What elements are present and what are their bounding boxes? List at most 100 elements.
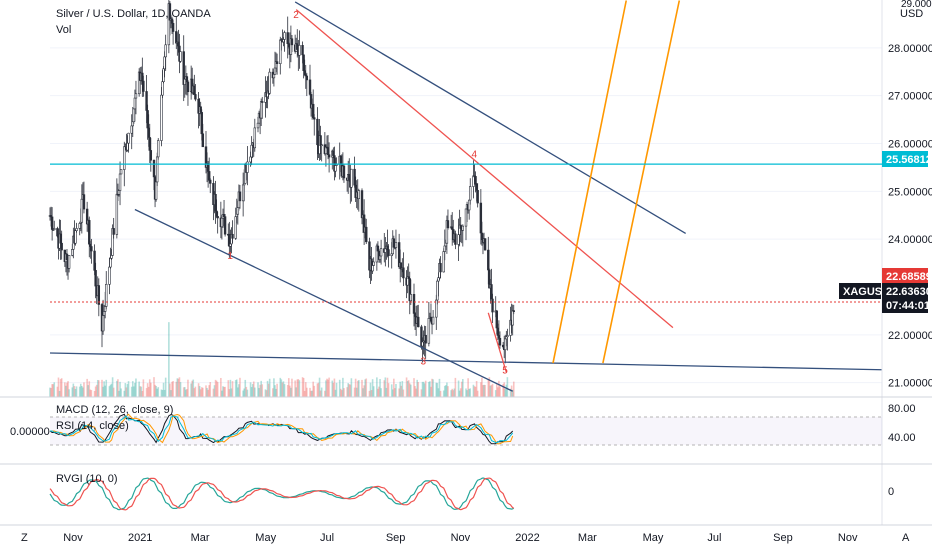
volume-bar <box>343 388 345 397</box>
volume-bar <box>505 384 508 397</box>
macd-label[interactable]: MACD (12, 26, close, 9) <box>56 404 173 416</box>
rvgi-label[interactable]: RVGI (10, 0) <box>56 473 118 485</box>
rsi-label[interactable]: RSI (14, close) <box>56 420 129 432</box>
auto-scale-button[interactable]: A <box>902 532 910 544</box>
candle-body <box>275 61 279 64</box>
volume-bar <box>454 377 457 397</box>
volume-bar <box>407 380 410 397</box>
candle-body <box>498 337 502 346</box>
candle-body <box>160 94 163 141</box>
candle-body <box>101 315 105 332</box>
candle-body <box>365 226 368 243</box>
rvgi-axis-tick: 0 <box>888 486 894 498</box>
candle-body <box>53 228 56 231</box>
candle-body <box>313 117 316 120</box>
volume-bar <box>502 384 504 397</box>
candle-body <box>273 67 277 75</box>
volume-bar <box>60 378 63 397</box>
candle-body <box>131 121 134 127</box>
candle-body <box>444 242 448 247</box>
volume-bar <box>313 385 316 397</box>
volume-bar <box>249 382 252 397</box>
symbol-tag-bg <box>839 283 881 299</box>
volume-bar <box>199 389 202 397</box>
volume-bar <box>264 389 267 397</box>
volume-bar <box>415 388 417 397</box>
volume-bar <box>317 382 320 397</box>
candle-body <box>162 68 165 82</box>
volume-bar <box>304 382 307 397</box>
volume-bar <box>499 386 501 397</box>
candle-body <box>194 94 197 100</box>
symbol-tag: XAGUSD <box>843 286 890 298</box>
volume-bar <box>483 384 485 397</box>
volume-bar <box>273 378 275 397</box>
candle-body <box>161 81 164 96</box>
volume-bar <box>135 378 137 397</box>
volume-bar <box>238 384 240 397</box>
price-axis-tick: 21.00000 <box>888 378 932 390</box>
candle-body <box>60 242 63 251</box>
candle-body <box>302 54 305 71</box>
candle-body <box>238 191 242 202</box>
volume-bar <box>319 390 322 397</box>
volume-bar <box>93 390 96 397</box>
volume-bar <box>227 380 230 397</box>
volume-bar <box>311 390 313 397</box>
drawing-lines[interactable] <box>49 0 883 392</box>
candle-body <box>487 249 490 271</box>
candle-body <box>320 144 323 147</box>
candle-body <box>259 101 263 119</box>
candle-body <box>235 213 238 217</box>
candle-body <box>74 230 77 244</box>
volume-bar <box>310 390 312 397</box>
volume-label[interactable]: Vol <box>56 24 71 36</box>
candle-body <box>193 85 196 95</box>
volume-bar <box>141 390 144 397</box>
candle-body <box>461 225 465 231</box>
volume-bar <box>368 390 371 397</box>
candle-body <box>372 261 375 266</box>
volume-bar <box>68 389 70 397</box>
candle-body <box>50 216 54 230</box>
candle-body <box>327 154 331 158</box>
volume-bar <box>346 387 348 397</box>
candle-body <box>480 232 484 240</box>
volume-bar <box>179 382 182 397</box>
currency-label[interactable]: USD <box>900 8 923 20</box>
candle-body <box>56 228 59 237</box>
volume-bar <box>71 387 74 397</box>
volume-bar <box>154 384 156 397</box>
volume-bar <box>231 381 234 397</box>
candle-body <box>424 334 427 344</box>
symbol-title[interactable]: Silver / U.S. Dollar, 1D, OANDA <box>56 8 211 20</box>
candle-body <box>132 108 136 123</box>
price-axis-labels[interactable]: 28.00000 27.00000 26.00000 25.00000 24.00000… <box>888 43 932 390</box>
volume-bar <box>328 377 330 397</box>
candle-body <box>298 45 301 56</box>
volume-bar <box>472 384 475 397</box>
rvgi-line <box>49 477 515 511</box>
volume-bar <box>251 384 254 397</box>
volume-bar <box>145 388 148 397</box>
volume-bar <box>474 386 477 397</box>
candle-body <box>123 146 126 170</box>
candle-body <box>505 336 508 340</box>
candle-body <box>457 234 460 245</box>
candle-body <box>75 228 78 231</box>
candle-body <box>200 112 203 135</box>
volume-bar <box>125 387 128 397</box>
candle-body <box>126 142 129 151</box>
volume-bar <box>102 386 104 397</box>
candle-body <box>93 250 96 271</box>
volume-bar <box>498 380 500 397</box>
volume-bar <box>78 386 81 397</box>
volume-bar <box>212 388 215 397</box>
timezone-button[interactable]: Z <box>21 532 28 544</box>
candle-body <box>80 198 84 223</box>
time-axis-labels[interactable]: Nov 2021 Mar May Jul Sep Nov 2022 Mar May Jul Sep No… <box>63 532 858 544</box>
volume-bar <box>205 385 207 397</box>
candle-body <box>234 216 237 239</box>
candle-body <box>134 93 138 99</box>
